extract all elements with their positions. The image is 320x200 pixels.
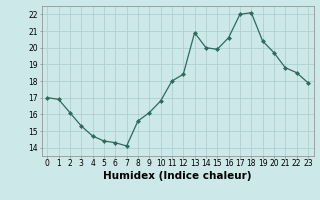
X-axis label: Humidex (Indice chaleur): Humidex (Indice chaleur) (103, 171, 252, 181)
